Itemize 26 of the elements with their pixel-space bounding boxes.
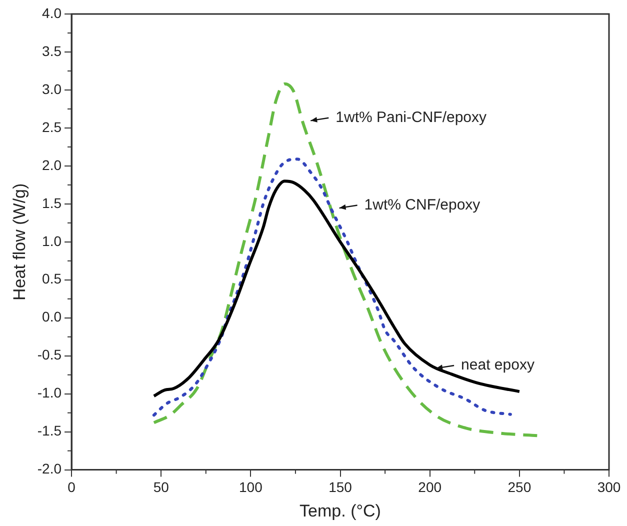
x-tick-label: 250 (508, 479, 532, 496)
y-tick-label: 0.5 (42, 270, 62, 287)
y-tick-label: 2.0 (42, 156, 62, 173)
y-tick-label: 4.0 (42, 4, 62, 21)
y-tick-label: 1.0 (42, 232, 62, 249)
y-tick-label: 3.0 (42, 80, 62, 97)
y-tick-label: 3.5 (42, 42, 62, 59)
y-tick-label: 0.0 (42, 308, 62, 325)
y-tick-label: 2.5 (42, 118, 62, 135)
x-tick-label: 50 (153, 479, 170, 496)
annotation: neat epoxy (461, 356, 535, 374)
y-axis-title: Heat flow (W/g) (10, 183, 29, 300)
x-tick-label: 0 (68, 479, 76, 496)
line-series (152, 82, 539, 438)
y-tick-label: -1.5 (37, 422, 62, 439)
y-tick-label: -2.0 (37, 460, 62, 477)
annotation: 1wt% CNF/epoxy (364, 196, 481, 214)
x-tick-label: 100 (239, 479, 263, 496)
y-tick-label: -0.5 (37, 346, 62, 363)
y-tick-label: 1.5 (42, 194, 62, 211)
y-tick-label: -1.0 (37, 384, 62, 401)
x-tick-label: 150 (328, 479, 352, 496)
x-axis-title: Temp. (°C) (300, 501, 381, 520)
annotation: 1wt% Pani-CNF/epoxy (336, 109, 488, 126)
x-tick-label: 200 (418, 479, 442, 496)
x-tick-label: 300 (597, 479, 621, 496)
